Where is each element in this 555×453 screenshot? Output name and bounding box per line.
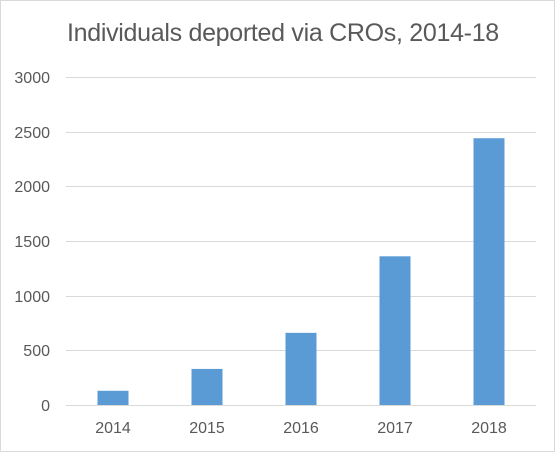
- y-tick-label: 500: [23, 343, 50, 360]
- y-tick-label: 1500: [14, 234, 50, 251]
- y-tick-label: 3000: [14, 70, 50, 87]
- y-tick-label: 2500: [14, 125, 50, 142]
- x-tick-label: 2016: [283, 420, 319, 437]
- bar: [285, 332, 317, 405]
- bar: [191, 368, 223, 405]
- bar: [473, 138, 505, 405]
- x-tick-label: 2017: [377, 420, 413, 437]
- x-tick-label: 2018: [471, 420, 507, 437]
- bar: [379, 256, 411, 405]
- y-tick-label: 2000: [14, 179, 50, 196]
- bar: [97, 390, 129, 405]
- x-tick-label: 2015: [189, 420, 225, 437]
- y-tick-label: 0: [41, 398, 50, 415]
- chart-title: Individuals deported via CROs, 2014-18: [67, 19, 499, 47]
- y-tick-label: 1000: [14, 289, 50, 306]
- x-tick-label: 2014: [95, 420, 131, 437]
